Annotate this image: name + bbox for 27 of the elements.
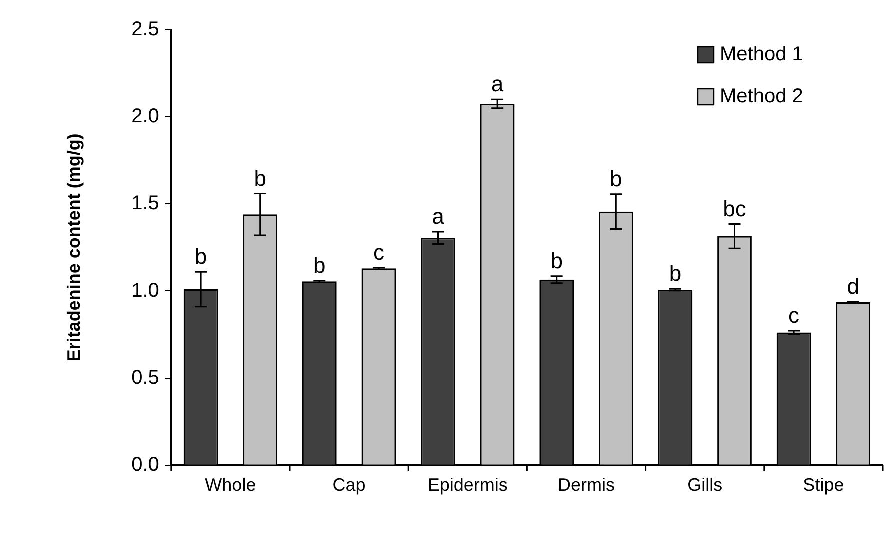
legend-label: Method 2 <box>720 86 804 108</box>
annotation: c <box>373 240 384 265</box>
y-axis-title: Eritadenine content (mg/g) <box>64 134 84 362</box>
x-tick-label: Cap <box>332 475 366 496</box>
x-tick-label: Epidermis <box>428 475 508 496</box>
annotation: a <box>491 72 504 97</box>
annotation: b <box>610 166 622 192</box>
annotation: b <box>550 248 563 274</box>
annotation: b <box>194 244 208 270</box>
y-tick-label: 0.0 <box>132 454 160 476</box>
annotation: a <box>432 204 446 230</box>
x-tick-label: Gills <box>688 475 723 496</box>
annotation: c <box>788 303 800 328</box>
y-tick-label: 0.5 <box>132 366 160 389</box>
annotation: bc <box>723 196 746 222</box>
annotation: b <box>314 252 326 278</box>
x-tick-label: Dermis <box>558 475 615 496</box>
legend-label: Method 1 <box>720 44 804 66</box>
x-tick-label: Stipe <box>803 475 844 496</box>
y-tick-label: 1.5 <box>132 192 160 215</box>
x-tick-label: Whole <box>205 475 256 496</box>
annotation: d <box>847 274 860 299</box>
y-tick-label: 2.5 <box>132 18 160 41</box>
y-tick-label: 1.0 <box>132 280 160 302</box>
annotation: b <box>254 166 266 191</box>
annotation: b <box>669 261 682 286</box>
y-tick-label: 2.0 <box>132 106 160 128</box>
